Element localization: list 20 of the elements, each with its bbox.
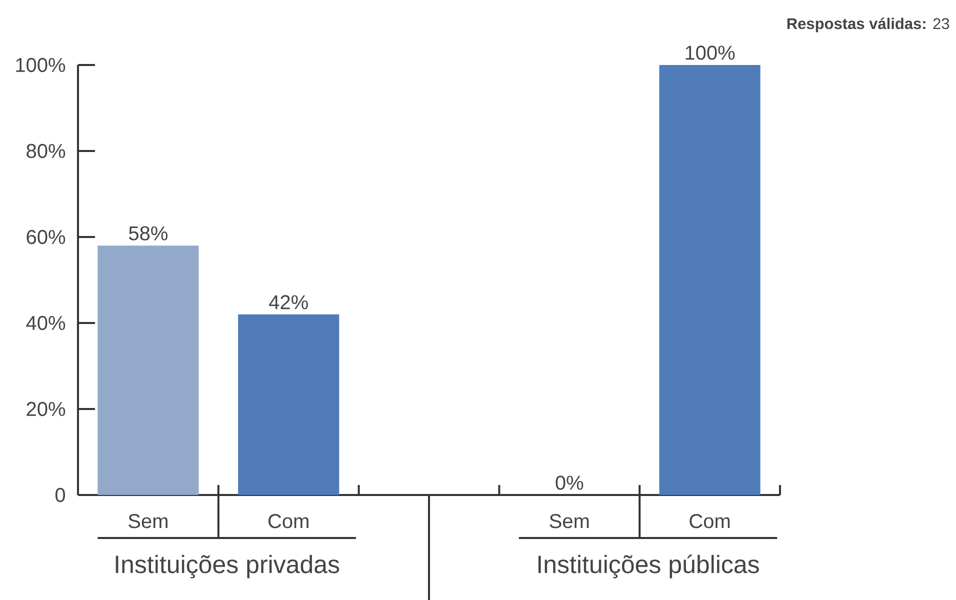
y-tick-label: 100% (16, 58, 66, 72)
bar (238, 314, 340, 495)
text: Respostas válidas: 23 (787, 18, 950, 32)
data-label: 100% (686, 46, 735, 60)
bar (659, 64, 760, 495)
x-tick-label: Com (268, 514, 308, 528)
data-label: 58% (128, 226, 168, 240)
y-tick-label: 60% (26, 230, 66, 244)
y-tick-label: 40% (26, 316, 66, 330)
x-tick-label: Sem (550, 514, 589, 528)
y-tick-label: 0 (55, 488, 66, 502)
data-label: 42% (269, 295, 308, 310)
data-label: 0% (556, 476, 584, 490)
text: Instituições públicas (538, 554, 759, 578)
x-tick-label: Sem (128, 514, 168, 528)
y-tick-label: 20% (26, 402, 66, 416)
y-tick-label: 80% (26, 144, 66, 158)
text: Instituições privadas (116, 554, 340, 578)
x-tick-label: Com (690, 514, 730, 528)
bar (98, 246, 199, 495)
